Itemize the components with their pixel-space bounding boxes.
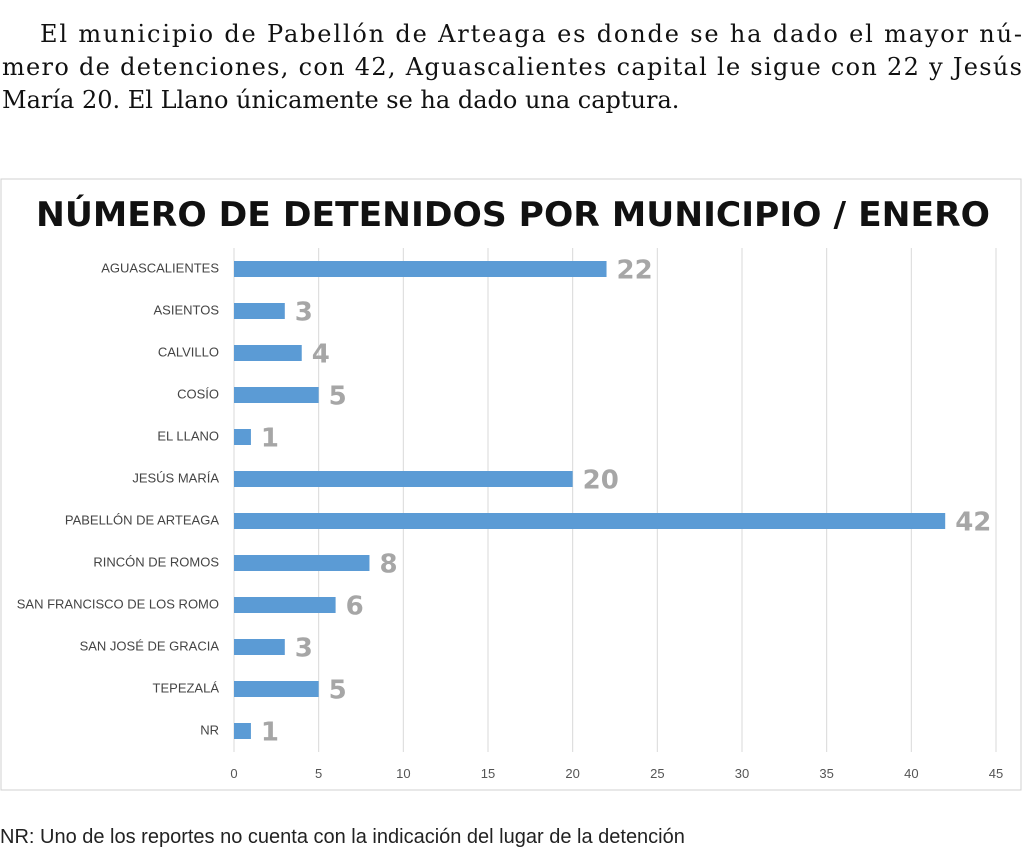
value-label: 5: [329, 382, 347, 412]
x-tick-label: 25: [650, 766, 664, 781]
y-tick-label: TEPEZALÁ: [153, 680, 220, 695]
y-tick-label: JESÚS MARÍA: [132, 470, 219, 485]
y-tick-label: NR: [200, 722, 219, 737]
y-tick-label: EL LLANO: [157, 428, 219, 443]
bar: [234, 387, 319, 403]
bar: [234, 555, 370, 571]
value-label: 1: [261, 718, 279, 748]
x-tick-label: 0: [230, 766, 237, 781]
value-label: 20: [583, 466, 619, 496]
chart-title: NÚMERO DE DETENIDOS POR MUNICIPIO / ENER…: [36, 194, 990, 235]
y-tick-label: SAN FRANCISCO DE LOS ROMO: [17, 596, 219, 611]
x-tick-label: 15: [481, 766, 495, 781]
paragraph-line: María 20. El Llano únicamente se ha dado…: [2, 86, 679, 114]
y-tick-label: SAN JOSÉ DE GRACIA: [80, 638, 220, 653]
bar: [234, 345, 302, 361]
x-tick-label: 30: [735, 766, 749, 781]
bar: [234, 681, 319, 697]
y-tick-label: RINCÓN DE ROMOS: [93, 554, 219, 569]
value-label: 3: [295, 298, 313, 328]
bar: [234, 639, 285, 655]
value-label: 1: [261, 424, 279, 454]
bar: [234, 597, 336, 613]
y-tick-label: CALVILLO: [158, 344, 219, 359]
y-tick-label: COSÍO: [177, 386, 219, 401]
paragraph-line: El municipio de Pabellón de Arteaga es d…: [40, 20, 1022, 48]
x-tick-label: 5: [315, 766, 322, 781]
x-tick-label: 45: [989, 766, 1003, 781]
value-label: 22: [617, 256, 653, 286]
value-label: 3: [295, 634, 313, 664]
y-tick-label: ASIENTOS: [153, 302, 219, 317]
x-tick-label: 10: [396, 766, 410, 781]
bar: [234, 471, 573, 487]
bar: [234, 513, 946, 529]
value-label: 42: [955, 508, 991, 538]
note: NR: Uno de los reportes no cuenta con la…: [0, 826, 685, 848]
x-tick-label: 35: [819, 766, 833, 781]
value-label: 4: [312, 340, 330, 370]
x-tick-label: 20: [565, 766, 579, 781]
bar: [234, 303, 285, 319]
x-tick-label: 40: [904, 766, 918, 781]
bar: [234, 723, 251, 739]
value-label: 6: [346, 592, 364, 622]
bar: [234, 429, 251, 445]
bar: [234, 261, 607, 277]
y-tick-label: PABELLÓN DE ARTEAGA: [65, 512, 219, 527]
y-tick-label: AGUASCALIENTES: [101, 260, 219, 275]
value-label: 8: [379, 550, 397, 580]
paragraph-line: mero de detenciones, con 42, Aguascalien…: [2, 53, 1022, 81]
value-label: 5: [329, 676, 347, 706]
